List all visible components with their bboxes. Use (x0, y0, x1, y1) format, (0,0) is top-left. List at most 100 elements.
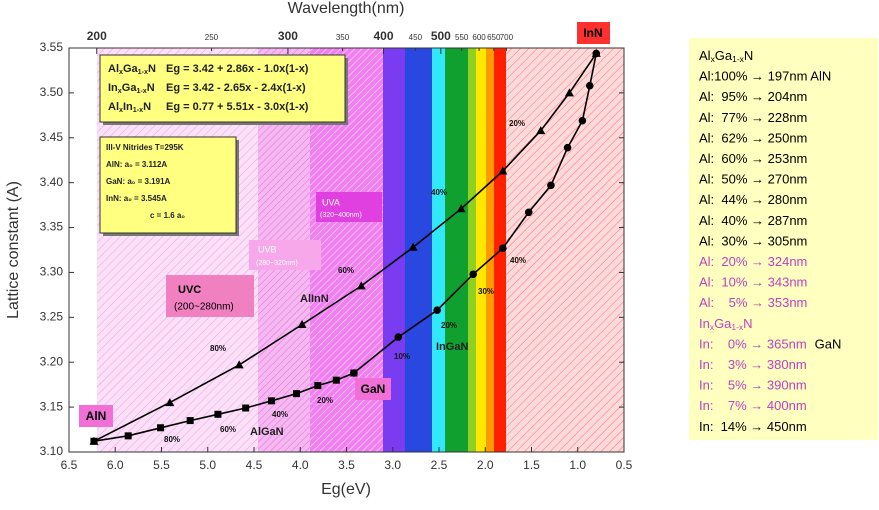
marker (214, 410, 222, 418)
marker (165, 398, 175, 407)
x2-tick-label: 500 (431, 29, 451, 43)
point-label: 40% (510, 256, 526, 265)
marker (242, 404, 250, 412)
marker (456, 204, 466, 213)
panel-text: Al: 95% → 204nm (699, 90, 807, 105)
constant-line: InN: a₀ = 3.545A (106, 194, 167, 203)
x2-tick-label: 600 (472, 33, 486, 42)
panel-text: Al: 77% → 228nm (699, 110, 807, 125)
subscript: 1-x (133, 106, 143, 114)
text-part: Ga (715, 48, 733, 63)
marker (469, 270, 478, 279)
marker (578, 116, 587, 125)
marker (332, 376, 340, 384)
y-tick-label: 3.45 (40, 130, 64, 144)
marker (268, 397, 276, 405)
panel-text: In: 3% → 380nm (699, 357, 807, 372)
x2-tick-label: 450 (409, 33, 423, 42)
y-tick-label: 3.25 (40, 310, 64, 324)
material-box (577, 22, 610, 44)
material-label: GaN (361, 382, 386, 396)
point-label: 60% (338, 266, 354, 275)
marker (157, 424, 165, 432)
yellow-band (476, 48, 486, 452)
marker (499, 244, 507, 253)
x-tick-label: 3.0 (384, 458, 401, 472)
side-panel (689, 38, 878, 440)
text-part: N (743, 316, 752, 331)
text-part: Ga (123, 63, 139, 75)
marker (356, 281, 366, 290)
panel-line: Al: 77% → 228nm (699, 110, 807, 125)
point-label: 10% (394, 352, 410, 361)
constant-line: III-V Nitrides T=295K (106, 143, 184, 152)
text-part: In (123, 101, 133, 113)
point-label: 30% (478, 287, 494, 296)
marker (89, 436, 99, 445)
material-label: AlN (86, 409, 107, 423)
formula-equation: Eg = 3.42 + 2.86x - 1.0x(1-x) (166, 63, 309, 75)
panel-line: Al: 40% → 287nm (699, 213, 807, 228)
y-tick-label: 3.30 (40, 265, 64, 279)
formula-box (99, 54, 346, 123)
subscript: x (711, 54, 716, 64)
x2-tick-label: 200 (87, 29, 107, 43)
marker (297, 320, 307, 329)
panel-text: In: 14% → 450nm (699, 419, 807, 434)
panel-line: Al: 50% → 270nm (699, 172, 807, 187)
x-tick-label: 2.0 (477, 458, 494, 472)
x2-tick-label: 650 (487, 33, 501, 42)
uv-band-label: UVB (258, 244, 277, 254)
marker (350, 369, 358, 377)
marker (124, 432, 132, 440)
subscript: 1-x (136, 87, 146, 95)
series-label: AlGaN (250, 426, 284, 438)
point-label: 80% (210, 344, 226, 353)
formula-equation: Eg = 3.42 - 2.65x - 2.4x(1-x) (166, 82, 306, 94)
panel-line: In: 7% → 400nm (699, 399, 807, 414)
panel-text: Al: 62% → 250nm (699, 131, 807, 146)
green-band (445, 48, 468, 452)
panel-line: Al:100% → 197nm AlN (699, 69, 831, 84)
x2-tick-label: 350 (336, 33, 350, 42)
panel-note: GaN (815, 337, 842, 352)
point-label: 20% (509, 119, 525, 128)
constant-line: GaN: a₀ = 3.191A (106, 177, 171, 186)
panel-line: Al: 10% → 343nm (699, 275, 807, 290)
marker (433, 306, 441, 314)
formula-equation: Eg = 0.77 + 5.51x - 3.0x(1-x) (166, 101, 309, 113)
uv-band-range: (320~400nm) (320, 212, 362, 219)
panel-line: Al: 30% → 305nm (699, 234, 807, 249)
subscript: 1-x (731, 322, 744, 332)
y-tick-label: 3.40 (40, 175, 64, 189)
subscript: x (710, 322, 715, 332)
uva-box (316, 192, 382, 222)
point-label: 40% (431, 188, 447, 197)
marker (536, 126, 546, 135)
panel-text: In: 7% → 400nm (699, 399, 807, 414)
panel-line: In: 14% → 450nm (699, 419, 807, 434)
panel-text: Al: 10% → 343nm (699, 275, 807, 290)
point-label: 20% (441, 321, 457, 330)
subscript: 1-x (138, 68, 148, 76)
panel-line: In: 3% → 380nm (699, 357, 807, 372)
text-part: In (108, 82, 118, 94)
marker (524, 208, 533, 217)
cyan-band (432, 48, 445, 452)
formula-material: AlxGa1-xN (108, 63, 156, 76)
violet-band (383, 48, 405, 452)
x-axis-title: Eg(eV) (321, 481, 371, 498)
marker (186, 417, 194, 425)
marker (547, 181, 555, 190)
marker (564, 88, 574, 97)
x2-tick-label: 300 (278, 29, 298, 43)
point-label: 60% (220, 425, 236, 434)
constants-box (99, 136, 237, 234)
x-tick-label: 6.0 (107, 458, 124, 472)
subscript: x (118, 87, 122, 95)
orange-band (486, 48, 494, 452)
series-label: AlInN (300, 293, 329, 305)
x-tick-label: 0.5 (616, 458, 633, 472)
x2-tick-label: 250 (205, 33, 219, 42)
y-tick-label: 3.35 (40, 220, 64, 234)
